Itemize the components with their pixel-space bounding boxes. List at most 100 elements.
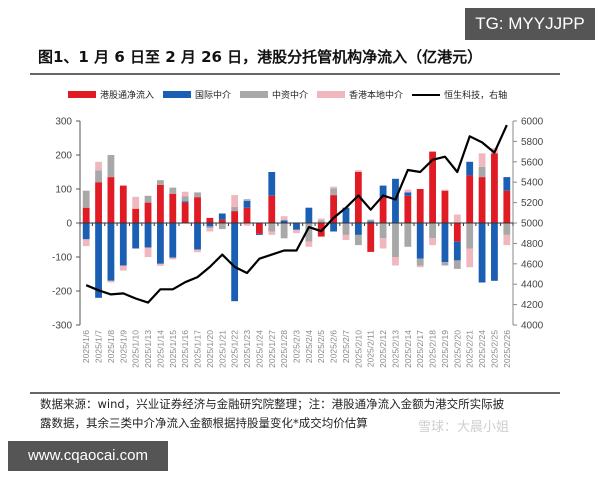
x-tick-label: 2025/2/13 [390, 330, 400, 368]
bar-segment [342, 207, 350, 223]
bar-segment [157, 184, 164, 223]
bar-segment [218, 213, 226, 220]
x-tick-label: 2025/2/21 [465, 330, 475, 368]
bar-series [79, 148, 514, 302]
svg-text:4000: 4000 [521, 321, 544, 332]
bar-segment [367, 219, 375, 222]
bar-segment [231, 207, 239, 212]
bar-segment [441, 262, 449, 266]
svg-text:300: 300 [55, 117, 72, 128]
svg-text:0: 0 [66, 219, 72, 230]
x-tick-label: 2025/2/7 [341, 330, 351, 363]
bar-segment [379, 238, 387, 249]
svg-text:4600: 4600 [521, 259, 544, 270]
x-tick-label: 2025/2/20 [452, 330, 462, 368]
bar-segment [255, 223, 263, 234]
bar-segment [503, 223, 511, 235]
x-tick-label: 2025/2/17 [415, 330, 425, 368]
right-y-axis: 6000 5800 5600 5400 5200 5000 4800 4600 4400 4200… [512, 117, 544, 332]
bar-segment [305, 223, 313, 242]
x-tick-label: 2025/1/22 [230, 330, 240, 368]
svg-text:-200: -200 [52, 287, 72, 298]
bar-segment [354, 172, 362, 223]
bar-segment [231, 223, 239, 302]
bar-segment [107, 223, 115, 281]
x-axis-date-labels: 2025/1/6 2025/1/7 2025/1/8 2025/1/9 2025/1/1… [81, 330, 512, 368]
hstech-line-series [85, 124, 508, 304]
bar-segment [206, 228, 214, 232]
bar-segment [416, 223, 424, 259]
bar-segment [82, 190, 90, 208]
bar-segment [144, 223, 152, 248]
bar-segment [293, 229, 300, 234]
bar-segment [119, 223, 127, 266]
x-tick-label: 2025/2/14 [403, 330, 413, 368]
bar-segment [194, 249, 201, 253]
footer-rule [30, 392, 560, 394]
bar-segment [144, 202, 152, 223]
bar-segment [404, 189, 412, 193]
bar-segment [404, 223, 412, 247]
x-tick-label: 2025/1/13 [143, 330, 153, 368]
bar-segment [466, 161, 474, 176]
svg-text:-100: -100 [52, 253, 72, 264]
x-tick-label: 2025/1/7 [94, 330, 104, 363]
bar-segment [144, 195, 152, 203]
bar-segment [82, 239, 90, 247]
bar-segment [268, 231, 276, 235]
bar-segment [243, 207, 251, 223]
x-tick-label: 2025/2/26 [502, 330, 512, 368]
x-tick-label: 2025/2/19 [440, 330, 450, 368]
svg-text:4800: 4800 [521, 239, 544, 250]
bar-segment [354, 223, 362, 235]
bar-segment [491, 153, 498, 223]
bar-segment [132, 208, 140, 223]
bar-segment [206, 223, 214, 227]
bar-segment [441, 223, 449, 263]
legend-swatch-red [68, 91, 96, 98]
bar-segment [392, 223, 399, 257]
stacked-bar-line-chart: 300 200 100 0 -100 -200 -300 6000 5800 5600 5400 5… [52, 117, 544, 368]
bar-segment [453, 260, 461, 269]
bar-segment [342, 223, 350, 235]
bar-segment [169, 187, 177, 194]
legend-label: 港股通净流入 [100, 91, 155, 101]
bar-segment [330, 188, 338, 196]
bar-segment [132, 196, 140, 209]
bar-segment [305, 241, 313, 247]
bar-segment [429, 238, 436, 246]
bar-segment [478, 166, 486, 178]
x-tick-label: 2025/1/17 [193, 330, 203, 368]
source-note-line-2: 露数据，其余三类中介净流入金额根据持股量变化*成交均价估算 [40, 416, 368, 430]
bar-segment [379, 197, 387, 223]
bar-segment [466, 175, 474, 223]
bar-segment [218, 223, 226, 230]
svg-text:6000: 6000 [521, 117, 544, 128]
bar-segment [429, 223, 436, 239]
website-watermark-badge: www.cqaocai.com [8, 441, 168, 471]
bar-segment [206, 217, 214, 223]
legend-label: 恒生科技，右轴 [444, 91, 508, 101]
bar-segment [194, 192, 201, 198]
bar-segment [107, 280, 115, 283]
bar-segment [82, 223, 90, 240]
bar-segment [280, 223, 288, 239]
chart-title: 图1、1 月 6 日至 2 月 26 日，港股分托管机构净流入（亿港元） [38, 48, 483, 66]
legend-label: 中资中介 [272, 91, 309, 101]
x-tick-label: 2025/2/25 [489, 330, 499, 368]
x-tick-label: 2025/2/4 [304, 330, 314, 363]
chart-legend: 港股通净流入 国际中介 中资中介 香港本地中介 恒生科技，右轴 [68, 88, 516, 101]
bar-segment [503, 177, 511, 191]
svg-text:5000: 5000 [521, 219, 544, 230]
bar-segment [466, 248, 474, 268]
bar-segment [169, 223, 177, 258]
bar-segment [181, 191, 189, 197]
bar-segment [416, 265, 424, 268]
legend-label: 国际中介 [195, 91, 232, 101]
legend-item-international-broker: 国际中介 [163, 88, 231, 101]
bar-segment [280, 216, 288, 221]
bar-segment [367, 223, 375, 252]
bar-segment [317, 220, 325, 223]
legend-swatch-blue [163, 91, 192, 98]
svg-text:200: 200 [55, 151, 72, 162]
